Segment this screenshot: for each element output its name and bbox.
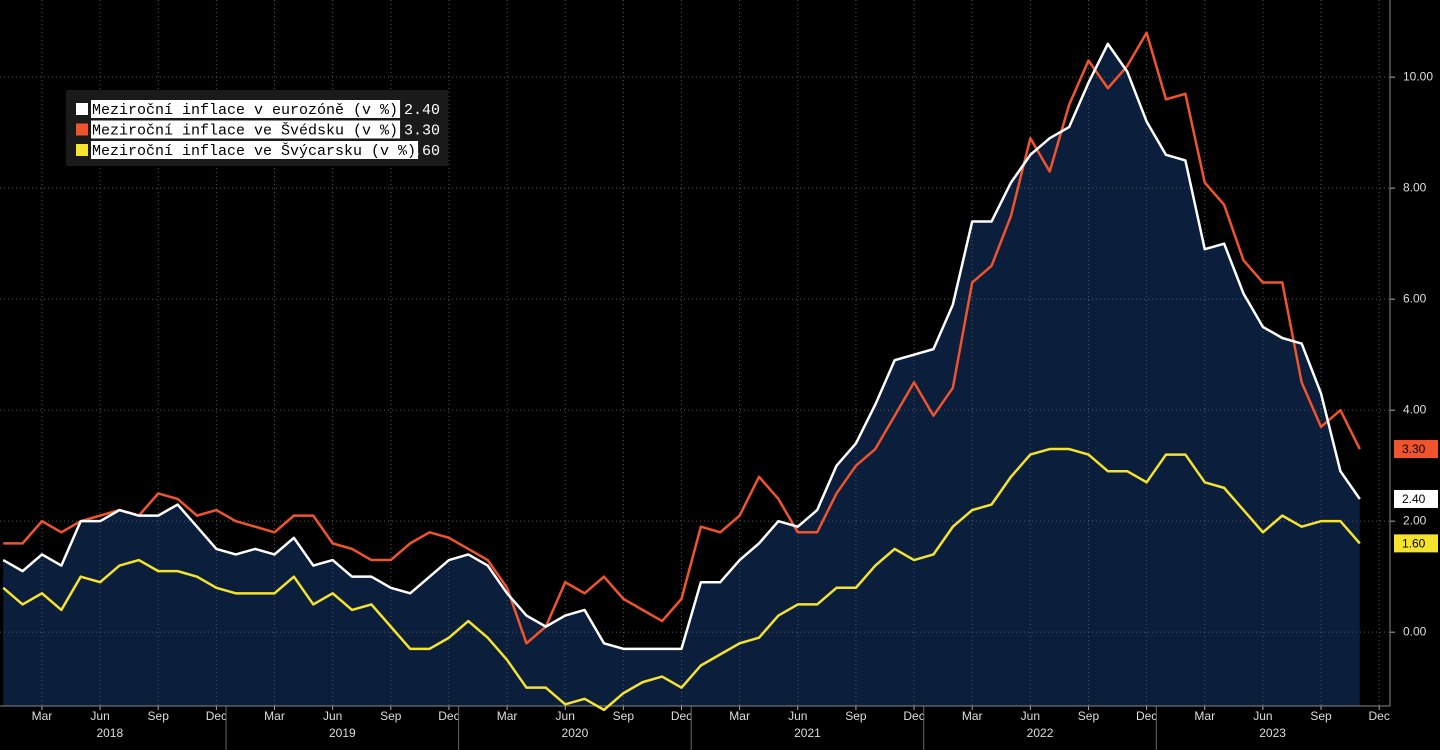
value-badge — [1394, 489, 1438, 508]
x-tick-label: Mar — [1194, 709, 1215, 723]
x-tick-label: Sep — [380, 709, 402, 723]
legend-swatch — [76, 103, 88, 115]
x-tick-label: Dec — [206, 709, 227, 723]
legend-swatch — [76, 123, 88, 136]
x-tick-label: Sep — [148, 709, 170, 723]
x-tick-label: Jun — [788, 709, 807, 723]
legend-value: 3.30 — [404, 122, 440, 139]
y-tick-label: 10.00 — [1403, 69, 1433, 83]
line — [3, 31, 1361, 645]
x-tick-label: Jun — [1021, 709, 1040, 723]
x-tick-label: Mar — [729, 709, 750, 723]
year-label: 2022 — [1027, 726, 1054, 740]
value-badge — [1394, 440, 1438, 459]
x-tick-label: Dec — [671, 709, 692, 723]
legend-label: Meziroční inflace ve Švýcarsku (v %) — [92, 142, 416, 160]
legend-highlight — [91, 141, 419, 159]
legend-highlight — [91, 120, 401, 139]
y-tick-label: 6.00 — [1403, 291, 1427, 305]
x-tick-label: Mar — [962, 709, 983, 723]
x-tick-label: Sep — [845, 709, 867, 723]
x-tick-label: Jun — [1253, 709, 1272, 723]
year-label: 2020 — [562, 726, 589, 740]
x-tick-label: Jun — [323, 709, 342, 723]
legend-value: 2.40 — [404, 102, 440, 119]
x-tick-label: Jun — [90, 709, 109, 723]
value-badge — [1394, 534, 1438, 553]
x-tick-label: Mar — [264, 709, 285, 723]
value-badge-label: 3.30 — [1402, 442, 1426, 456]
x-tick-label: Sep — [613, 709, 635, 723]
x-tick-label: Sep — [1078, 709, 1100, 723]
area — [3, 43, 1360, 707]
value-badge-label: 2.40 — [1402, 492, 1426, 506]
y-tick-label: 0.00 — [1403, 624, 1427, 638]
y-tick-label: 2.00 — [1403, 513, 1427, 527]
year-label: 2019 — [329, 726, 356, 740]
x-tick-label: Dec — [903, 709, 924, 723]
x-tick-label: Dec — [1369, 709, 1390, 723]
x-tick-label: Dec — [1136, 709, 1157, 723]
year-label: 2018 — [96, 726, 123, 740]
x-tick-label: Mar — [32, 709, 53, 723]
line — [2, 447, 1361, 712]
line — [2, 42, 1361, 651]
legend-value: 1.60 — [404, 143, 440, 160]
y-tick-label: 8.00 — [1403, 180, 1427, 194]
x-tick-label: Sep — [1310, 709, 1332, 723]
x-tick-label: Jun — [556, 709, 575, 723]
x-tick-label: Dec — [438, 709, 459, 723]
legend-highlight — [91, 100, 401, 118]
x-tick-label: Mar — [497, 709, 518, 723]
legend-label: Meziroční inflace ve Švédsku (v %) — [92, 121, 398, 139]
year-label: 2023 — [1259, 726, 1286, 740]
year-label: 2021 — [794, 726, 821, 740]
value-badge-label: 1.60 — [1402, 537, 1426, 551]
legend-label: Meziroční inflace v eurozóně (v %) — [92, 102, 398, 119]
y-tick-label: 4.00 — [1403, 402, 1427, 416]
legend-swatch — [76, 144, 88, 156]
